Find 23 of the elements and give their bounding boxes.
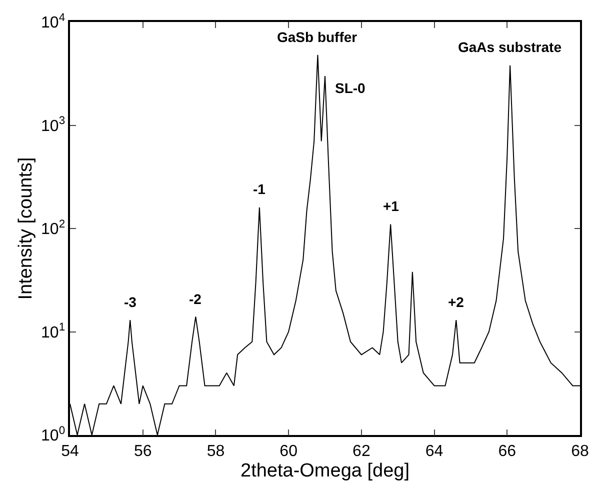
annotation: -3 (124, 294, 137, 310)
y-tick-label: 10$^{4}$ (41, 12, 66, 32)
y-axis-title: Intensity [counts] (15, 157, 36, 300)
y-tick-label: 10$^{2}$ (41, 218, 66, 238)
x-tick-label: 60 (280, 442, 298, 460)
annotation: GaSb buffer (277, 29, 358, 45)
annotation: +2 (448, 294, 464, 310)
y-tick-label: 10$^{0}$ (41, 424, 66, 445)
x-tick-label: 64 (425, 442, 444, 460)
annotation: -2 (189, 291, 202, 307)
x-tick-label: 62 (352, 442, 370, 460)
x-tick-label: 58 (206, 442, 225, 460)
x-tick-label: 54 (61, 442, 79, 460)
annotation: -1 (253, 181, 266, 197)
x-axis-title: 2theta-Omega [deg] (240, 460, 410, 482)
annotation: GaAs substrate (458, 39, 562, 55)
annotation: SL-0 (335, 80, 366, 96)
x-tick-label: 56 (134, 442, 152, 460)
y-tick-label: 10$^{1}$ (41, 322, 66, 342)
x-tick-label: 66 (498, 442, 516, 460)
annotation: +1 (383, 198, 400, 214)
y-tick-label: 10$^{3}$ (41, 115, 66, 135)
x-tick-label: 68 (571, 442, 589, 460)
